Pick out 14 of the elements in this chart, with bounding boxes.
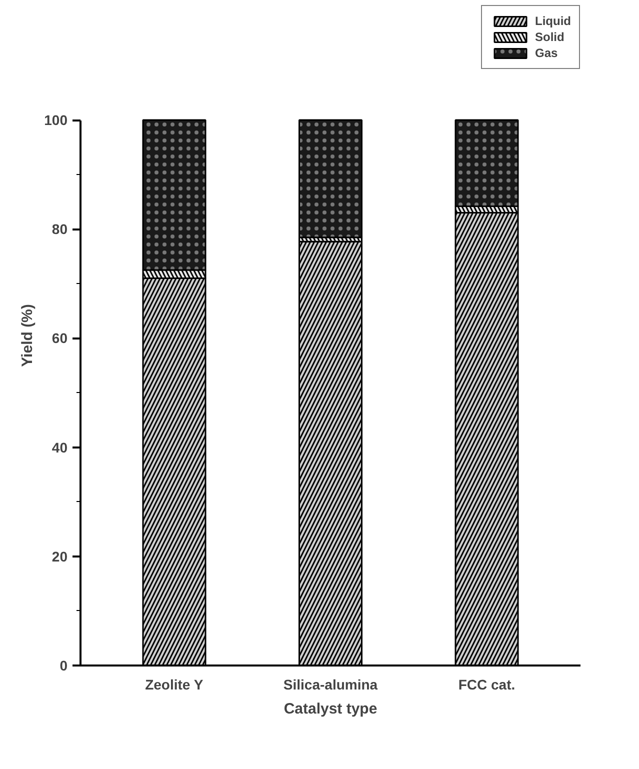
legend-label: Liquid: [535, 14, 571, 28]
y-tick-label: 60: [52, 330, 68, 346]
x-tick-label: Silica-alumina: [283, 676, 378, 692]
y-axis-title: Yield (%): [19, 304, 36, 367]
legend-label: Solid: [535, 30, 564, 44]
x-tick-label: Zeolite Y: [145, 676, 204, 692]
y-tick-label: 80: [52, 221, 68, 238]
y-tick-label: 20: [52, 548, 68, 564]
y-tick-label: 100: [44, 112, 68, 128]
x-tick-label: FCC cat.: [458, 676, 516, 692]
x-axis-title: Catalyst type: [284, 700, 378, 718]
legend-label: Gas: [535, 46, 558, 60]
y-tick-label: 40: [52, 439, 68, 456]
y-tick-label: 0: [60, 658, 68, 674]
